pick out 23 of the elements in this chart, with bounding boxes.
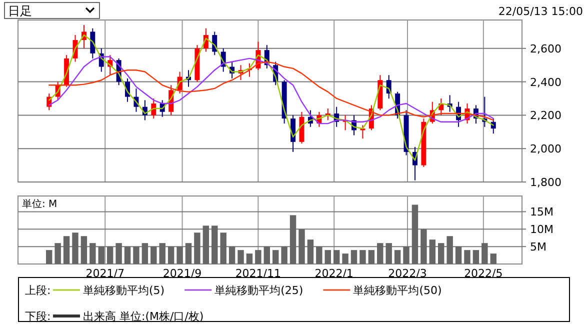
x-tick-label: 2021/7 (86, 267, 124, 280)
legend-label: 単純移動平均(5) (83, 284, 165, 297)
y-tick-label: 5M (530, 240, 546, 254)
y-tick-label: 1,800 (530, 176, 562, 189)
annotation: 単位: M (22, 198, 58, 210)
y-tick-label: 2,400 (530, 76, 562, 89)
y-tick-label: 15M (530, 206, 554, 219)
y-tick-label: 2,200 (530, 109, 562, 122)
text: 22/05/13 15:00 (498, 5, 583, 18)
text: 出来高 単位:(M株/口/枚) (83, 310, 204, 323)
x-tick-label: 2022/1 (314, 267, 354, 280)
text: 日足 (8, 4, 32, 18)
y-tick-label: 10M (530, 223, 554, 236)
y-tick-label: 2,000 (530, 142, 562, 156)
legend-label: 単純移動平均(50) (353, 284, 442, 297)
y-tick-label: 2,600 (530, 42, 562, 56)
x-tick-label: 2021/11 (235, 267, 282, 280)
x-tick-label: 2021/9 (162, 267, 202, 280)
text: 上段: (25, 284, 51, 297)
x-tick-label: 2022/3 (388, 267, 427, 280)
legend-label: 単純移動平均(25) (214, 284, 304, 297)
text: 下段: (25, 310, 51, 323)
x-tick-label: 2022/5 (464, 267, 503, 280)
